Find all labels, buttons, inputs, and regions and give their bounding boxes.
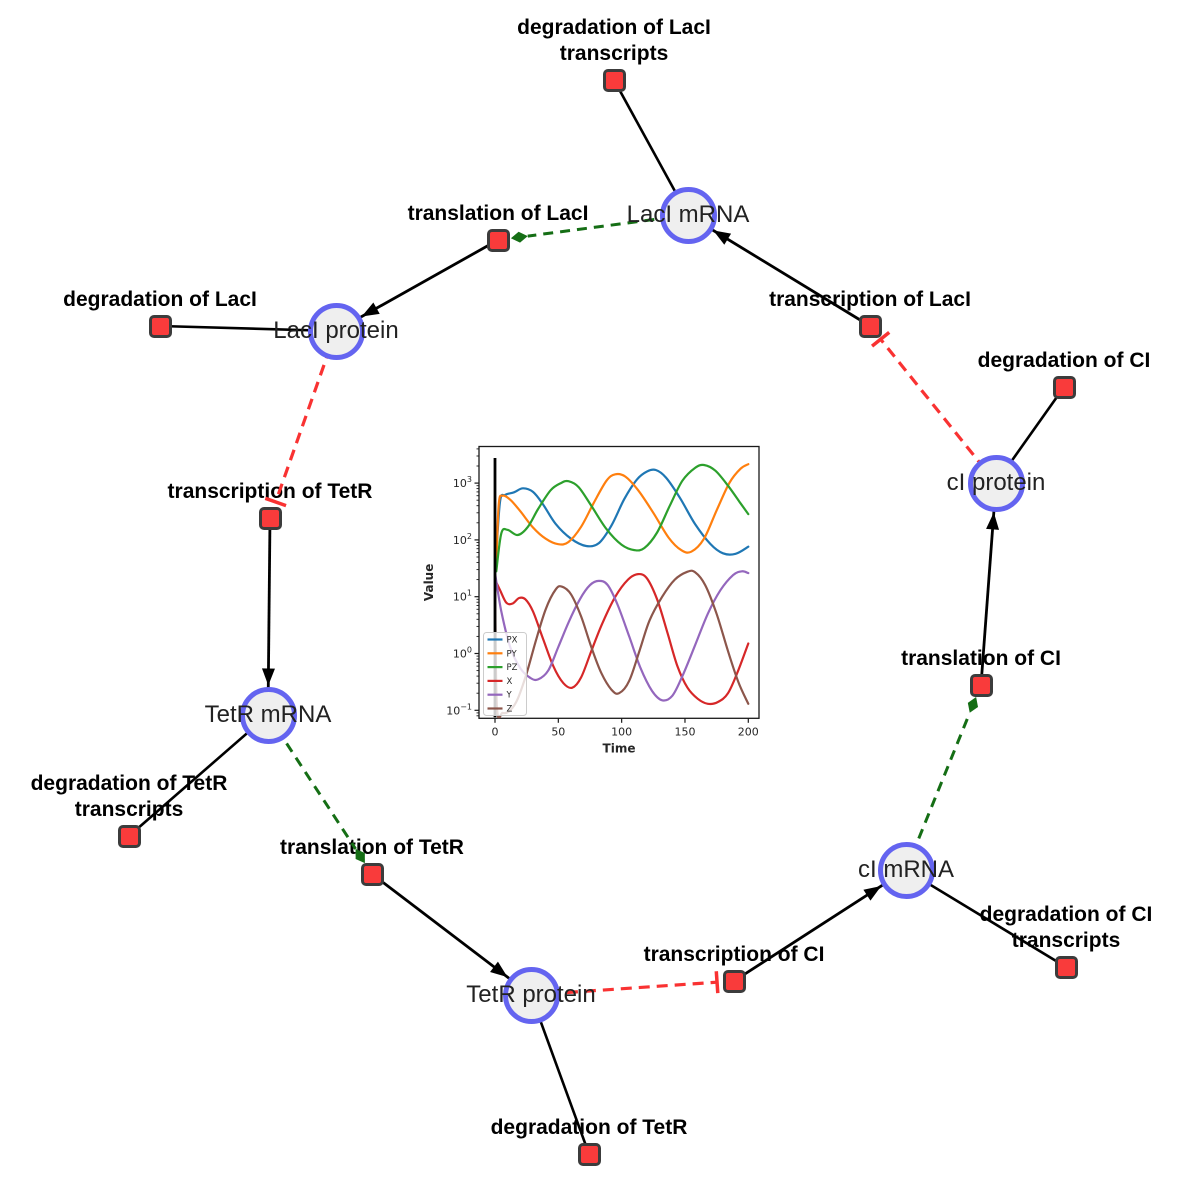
legend-label-PX: PX [507, 636, 518, 646]
reaction-node-transl_tetr[interactable] [360, 862, 384, 886]
edge-inhibitor-tetr_protein-txn_ci [530, 980, 718, 997]
x-tick-label: 200 [738, 725, 759, 738]
species-label-ci_protein: cI protein [946, 469, 1046, 496]
edge-modifier-tetr_mrna-transl_tetr-arrowhead [355, 848, 365, 864]
x-tick-label: 100 [611, 725, 632, 738]
edge-product-transl_ci-ci_protein-arrowhead [986, 512, 1000, 530]
reaction-label-line: degradation of CI [977, 348, 1151, 372]
species-node-tetr_mrna[interactable] [239, 686, 297, 744]
series-line-X [493, 572, 750, 706]
reaction-label-txn_laci: transcription of LacI [769, 287, 971, 313]
reaction-label-deg_tetr: degradation of TetR [491, 1115, 688, 1141]
reaction-node-deg_ci_tx[interactable] [1054, 955, 1078, 979]
reaction-label-line: translation of LacI [407, 201, 589, 225]
reaction-node-txn_tetr[interactable] [258, 506, 282, 530]
reaction-node-deg_tetr[interactable] [577, 1142, 601, 1166]
reaction-label-line: transcripts [1011, 928, 1121, 952]
reaction-node-deg_ci[interactable] [1052, 375, 1076, 399]
chart-legend: PX PY PZ XYZ [483, 632, 527, 716]
reaction-label-line: transcripts [74, 797, 184, 821]
reaction-node-transl_laci[interactable] [486, 228, 510, 252]
edge-modifier-laci_mrna-transl_laci-arrowhead [510, 231, 528, 243]
series-line-Y [493, 570, 750, 702]
x-tick-label: 0 [492, 725, 499, 738]
edge-modifier-ci_mrna-transl_ci [904, 712, 972, 871]
reaction-node-txn_laci[interactable] [858, 314, 882, 338]
reaction-node-deg_laci[interactable] [148, 314, 172, 338]
reaction-node-txn_ci[interactable] [722, 969, 746, 993]
chart-frame [478, 445, 760, 719]
reaction-label-line: translation of TetR [280, 835, 464, 859]
reaction-label-transl_tetr: translation of TetR [280, 835, 464, 861]
reaction-label-line: transcription of LacI [769, 287, 971, 311]
species-node-laci_mrna[interactable] [659, 186, 717, 244]
edge-product-txn_laci-laci_mrna-arrowhead [713, 230, 732, 245]
edge-product-transl_tetr-tetr_protein-arrowhead [490, 961, 508, 978]
species-node-laci_protein[interactable] [307, 302, 365, 360]
edge-reactant-tetr_mrna-deg_tetr_tx [128, 714, 269, 837]
legend-label-PZ: PZ [507, 663, 518, 673]
edge-reactant-laci_protein-deg_laci [159, 324, 337, 333]
edge-product-transl_laci-laci_protein-arrowhead [361, 302, 380, 317]
reaction-label-line: degradation of CI [979, 902, 1153, 926]
edge-inhibitor-tetr_protein-txn_ci-tbar [714, 971, 720, 994]
reaction-label-line: degradation of TetR [490, 1115, 688, 1139]
series-line-PY [495, 463, 750, 567]
edge-inhibitor-ci_protein-txn_laci [879, 338, 998, 485]
reaction-label-line: transcripts [559, 41, 669, 65]
reaction-label-deg_tetr_tx: degradation of TetR transcripts [31, 771, 228, 823]
y-axis-label: Value [422, 564, 436, 602]
series-line-PX [495, 468, 750, 556]
reaction-label-line: degradation of LacI [63, 287, 257, 311]
x-tick-label: 150 [674, 725, 695, 738]
species-label-tetr_protein: TetR protein [466, 981, 596, 1008]
reaction-node-transl_ci[interactable] [969, 673, 993, 697]
species-node-ci_mrna[interactable] [877, 841, 935, 899]
species-label-tetr_mrna: TetR mRNA [204, 701, 332, 728]
series-line-PZ [495, 463, 750, 573]
x-axis-label: Time [603, 741, 636, 755]
reaction-label-deg_laci: degradation of LacI [63, 287, 257, 313]
reaction-label-transl_laci: translation of LacI [408, 201, 589, 227]
species-label-ci_mrna: cI mRNA [858, 856, 954, 883]
edge-inhibitor-laci_protein-txn_tetr [274, 330, 338, 503]
reaction-node-deg_laci_tx[interactable] [602, 68, 626, 92]
edge-reactant-ci_mrna-deg_ci_tx [905, 868, 1067, 969]
reaction-label-line: transcription of CI [643, 942, 825, 966]
reaction-node-deg_tetr_tx[interactable] [117, 824, 141, 848]
reaction-label-txn_tetr: transcription of TetR [168, 479, 373, 505]
legend-label-PY: PY [507, 649, 518, 659]
reaction-label-line: degradation of LacI [517, 15, 711, 39]
reaction-label-transl_ci: translation of CI [901, 646, 1061, 672]
reaction-label-deg_ci_tx: degradation of CI transcripts [980, 902, 1153, 954]
legend-label-Z: Z [507, 705, 513, 715]
x-tick-label: 50 [551, 725, 565, 738]
reaction-label-deg_laci_tx: degradation of LacI transcripts [517, 15, 711, 67]
species-label-laci_mrna: LacI mRNA [626, 201, 750, 228]
edge-product-txn_tetr-tetr_mrna-arrowhead [261, 668, 275, 686]
species-node-tetr_protein[interactable] [502, 966, 560, 1024]
species-label-laci_protein: LacI protein [273, 317, 399, 344]
legend-label-X: X [507, 677, 513, 687]
species-node-ci_protein[interactable] [967, 454, 1025, 512]
reaction-label-txn_ci: transcription of CI [644, 942, 825, 968]
legend-label-Y: Y [506, 691, 513, 701]
reaction-label-deg_ci: degradation of CI [978, 348, 1151, 374]
edge-inhibitor-laci_protein-txn_tetr-tbar [264, 496, 287, 508]
reaction-label-line: degradation of TetR [30, 771, 228, 795]
edge-product-txn_ci-ci_mrna-arrowhead [863, 885, 882, 901]
edge-modifier-ci_mrna-transl_ci-arrowhead [967, 697, 979, 713]
edge-inhibitor-ci_protein-txn_laci-tbar [870, 331, 891, 348]
reaction-label-line: transcription of TetR [167, 479, 373, 503]
reaction-label-line: translation of CI [901, 646, 1061, 670]
